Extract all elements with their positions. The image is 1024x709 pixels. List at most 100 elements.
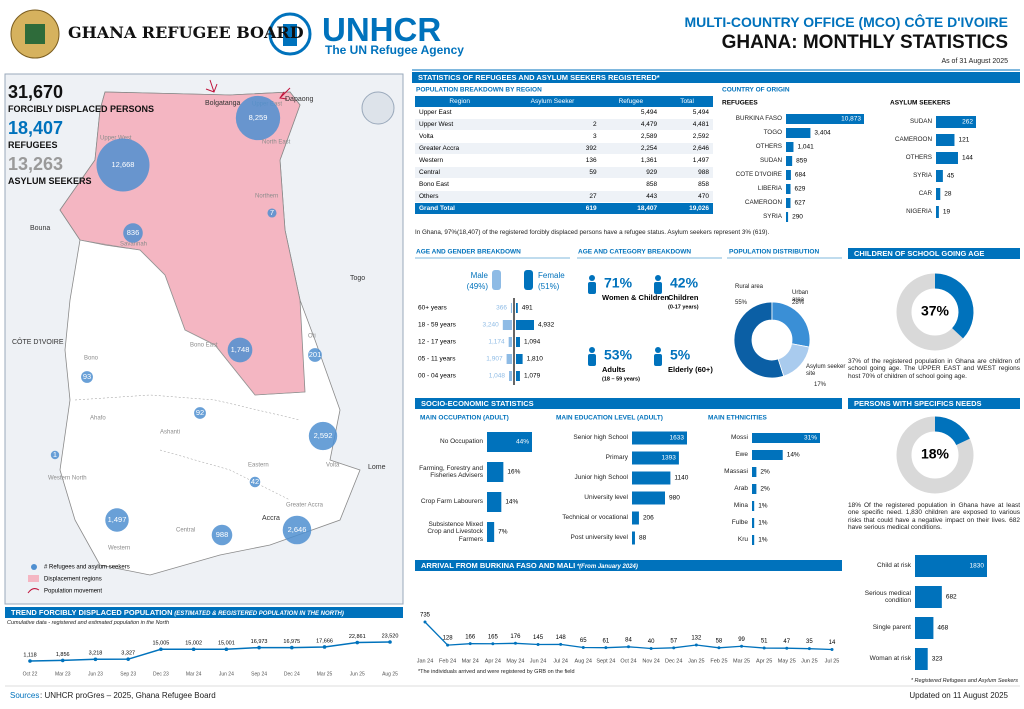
arrival-value-label: 735 [420,613,431,619]
arrival-point [559,642,563,646]
arrival-point [740,644,744,648]
bubble-label: 201 [309,350,322,359]
school-value: 37% [921,303,950,319]
table-cell: 136 [504,154,601,167]
arrival-point [513,641,517,645]
needs-footnote: * Registered Refugees and Asylum Seekers [910,678,1018,684]
place-label: Lome [368,464,386,471]
arrival-point [785,646,789,650]
needs-value: 18% [921,446,950,462]
needs-category: Serious medical condition [864,589,911,604]
table-cell: 858 [600,178,662,191]
trend-point [322,645,327,649]
arrival-value-label: 132 [691,636,702,642]
education-category: Primary [605,454,628,462]
education-category: Senior high School [573,434,628,442]
category-value: 71% [604,275,633,291]
occupation-bar [487,462,504,482]
ethnicity-value: 2% [760,486,770,493]
arrival-value-label: 84 [625,637,632,643]
male-bar [508,337,512,347]
category-value: 53% [604,347,633,363]
ethnicity-value: 1% [758,537,768,544]
trend-value-label: 15,001 [218,641,235,647]
arrival-value-label: 145 [533,635,544,641]
region-bubble [211,524,233,546]
socio-title: SOCIO-ECONOMIC STATISTICS [421,399,534,408]
unhcr-logo [268,12,312,56]
arrival-category: Jan 25 [688,658,705,664]
region-bubble [308,421,338,451]
place-label: Bouna [30,225,50,232]
refugee-origin-category: SUDAN [759,157,782,165]
trend-value-label: 1,856 [56,652,70,658]
education-bar [632,511,639,525]
arrival-value-label: 57 [670,638,677,644]
arrival-value-label: 47 [783,639,790,645]
education-value: 1393 [661,455,676,462]
person-icon [655,275,661,281]
place-label: Togo [350,275,365,282]
refugee-origin-category: COTE D'IVOIRE [735,171,782,179]
female-icon [524,270,533,290]
asylum-origin-bar [936,188,941,200]
ethnicity-value: 1% [758,520,768,527]
table-cell: 929 [600,166,662,179]
origin-subtitle: ASYLUM SEEKERS [890,100,951,107]
trend-value-label: 17,666 [316,638,333,644]
legend-symbol [31,564,37,570]
table-cell: 470 [661,190,713,203]
office-name: MULTI-COUNTRY OFFICE (MCO) CÔTE D'IVOIRE [684,14,1009,30]
trend-value-label: 16,973 [251,639,268,645]
trend-category: Sep 24 [251,671,267,677]
bubble-label: 93 [83,372,91,381]
ethnicity-category: Arab [734,485,748,493]
arrival-point [762,646,766,650]
table-cell: 18,407 [600,202,662,215]
table-note: In Ghana, 97%(18,407) of the registered … [415,229,770,236]
arrival-category: Sept 24 [596,658,615,664]
region-boundary [74,394,301,421]
needs-bar [848,398,1020,409]
asylum-origin-category: CAMEROON [894,136,932,144]
trend-point [224,647,229,652]
arrival-title: ARRIVAL FROM BURKINA FASO AND MALI *(Fro… [421,561,638,570]
bubble-label: 92 [196,408,204,417]
needs-bar [915,555,987,577]
region-bubble [282,515,312,545]
ethnicity-value: 14% [787,452,800,459]
arrival-value-label: 176 [510,634,521,640]
arrival-value-label: 99 [738,637,745,643]
movement-arrow [279,87,291,100]
table-row: Greater Accra 392 2,254 2,646 [415,142,713,155]
needs-text: 18% Of the registered population in Ghan… [848,502,1020,532]
sources: : UNHCR proGres – 2025, Ghana Refugee Bo… [40,691,216,700]
table-row: Bono East 858 858 [415,178,713,191]
refugee-origin-bar [786,184,791,194]
region-table: Region Asylum Seeker Refugee Total Upper Eas… [415,96,713,215]
summary-value: 13,263 [8,154,64,174]
region-label: Northern [255,194,278,200]
age-category-title: AGE AND CATEGORY BREAKDOWN [578,249,691,256]
needs-value: 323 [932,656,943,663]
refugee-origin-bar [786,114,864,124]
region-boundary [159,449,291,501]
trend-category: Mar 25 [317,671,333,677]
school-text: 37% of the registered population in Ghan… [848,358,1020,380]
education-bar [632,471,671,485]
distribution-category: Asylum seeker site [806,364,846,377]
person-icon [589,275,595,281]
refugee-origin-value: 629 [795,186,806,193]
needs-bar [915,617,934,639]
ethnicity-bar [752,518,755,528]
arrival-value-label: 58 [716,638,723,644]
arrival-value-label: 128 [443,636,454,642]
occupation-category: Subsistence Mixed Crop and Livestock Far… [427,520,483,543]
asylum-origin-category: NIGERIA [906,208,932,216]
ethnicity-category: Mossi [731,434,748,442]
needs-arc [935,416,970,445]
legend-label: Population movement [44,589,102,595]
bubble-label: 7 [270,208,274,217]
region-label: Ashanti [160,430,180,436]
